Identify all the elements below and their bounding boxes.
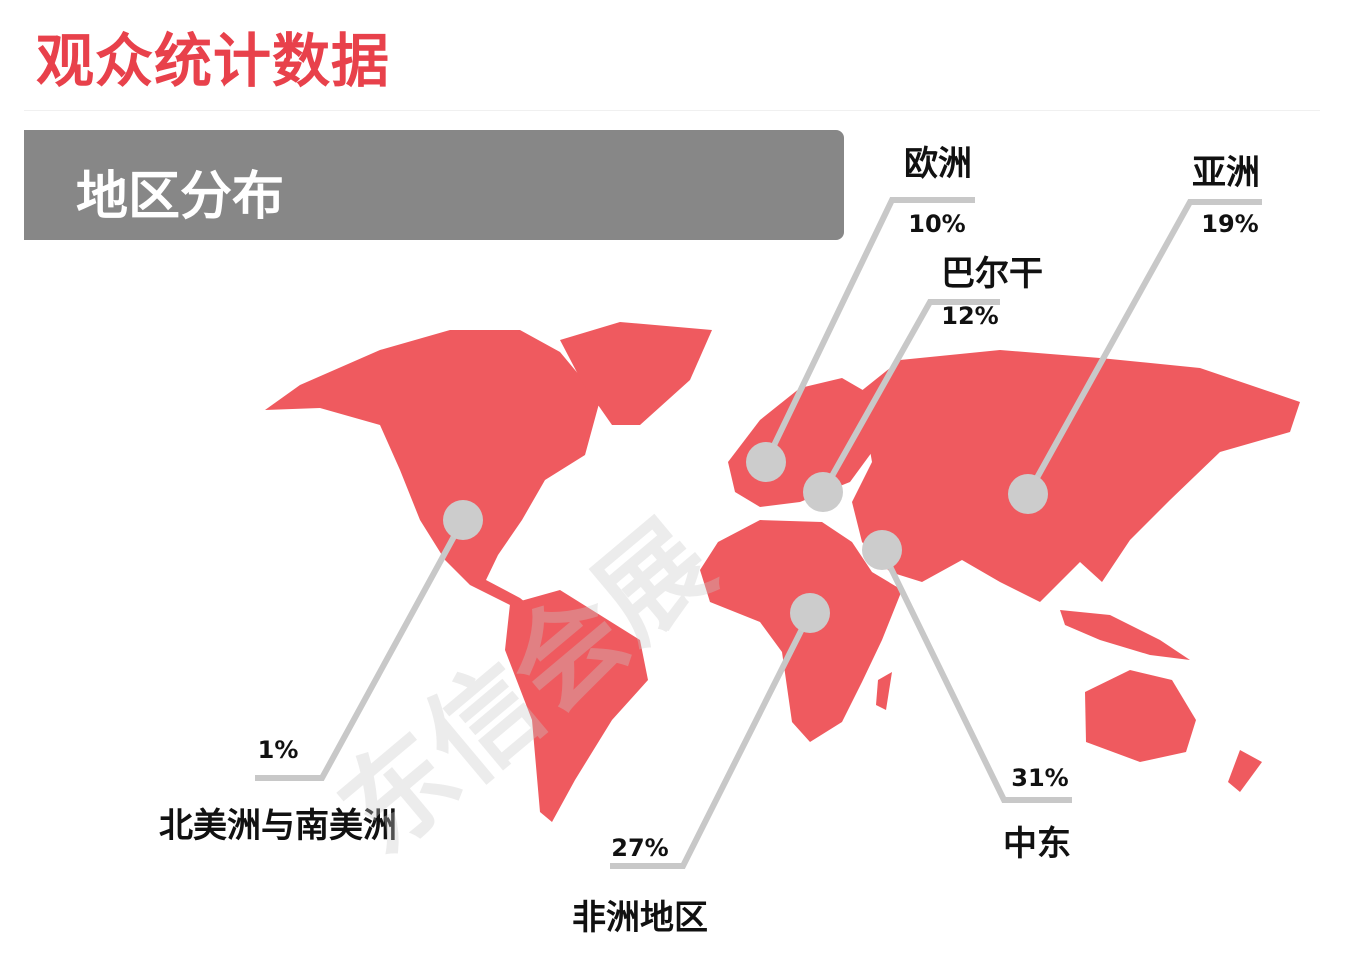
- marker-asia: [1008, 474, 1048, 514]
- leader-americas: [255, 518, 466, 781]
- marker-africa: [790, 593, 830, 633]
- region-label-africa: 非洲地区: [572, 898, 708, 938]
- north-america: [265, 330, 600, 606]
- section-title: 地区分布: [76, 167, 285, 227]
- madagascar: [876, 672, 892, 710]
- region-percent-africa: 27%: [611, 834, 669, 862]
- marker-middle-east: [862, 530, 902, 570]
- region-label-asia: 亚洲: [1192, 153, 1260, 193]
- region-label-balkans: 巴尔干: [941, 254, 1043, 294]
- leader-balkans: [820, 299, 1000, 494]
- leader-africa: [610, 611, 813, 869]
- region-percent-middle-east: 31%: [1011, 764, 1069, 792]
- region-label-middle-east: 中东: [1003, 824, 1071, 864]
- region-label-americas: 北美洲与南美洲: [159, 806, 397, 846]
- australia: [1085, 670, 1196, 762]
- marker-balkans: [803, 472, 843, 512]
- divider: [24, 110, 1320, 111]
- region-label-europe: 欧洲: [904, 144, 972, 184]
- leader-middle-east: [879, 548, 1072, 803]
- new-zealand: [1228, 750, 1262, 792]
- region-percent-asia: 19%: [1201, 210, 1259, 238]
- region-percent-americas: 1%: [257, 736, 299, 764]
- page-title: 观众统计数据: [36, 27, 391, 95]
- leader-lines: [255, 197, 1262, 869]
- region-percent-europe: 10%: [908, 210, 966, 238]
- marker-europe: [746, 442, 786, 482]
- greenland: [560, 322, 712, 425]
- region-percent-balkans: 12%: [941, 302, 999, 330]
- indonesia: [1060, 610, 1190, 660]
- asia: [852, 350, 1300, 602]
- south-america: [505, 590, 648, 822]
- markers: [443, 442, 1048, 633]
- leader-asia: [1025, 199, 1262, 496]
- marker-americas: [443, 500, 483, 540]
- section-banner: 地区分布: [24, 130, 844, 240]
- leader-europe: [763, 197, 975, 464]
